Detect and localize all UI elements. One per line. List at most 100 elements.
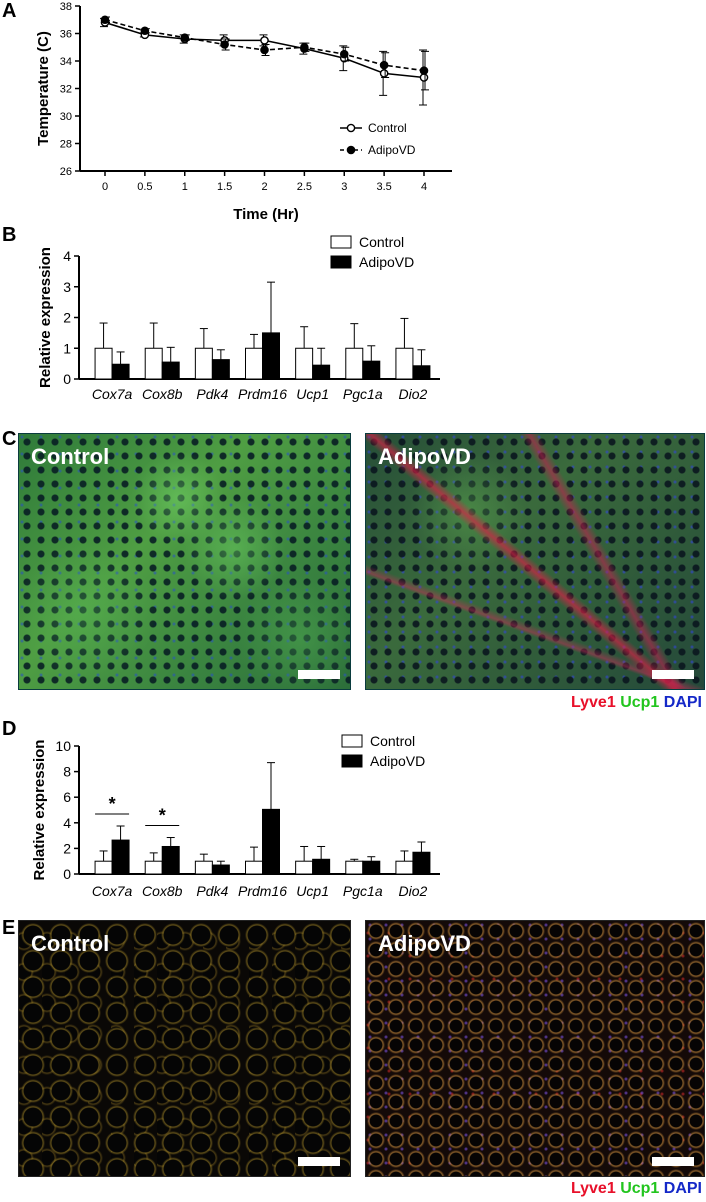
bar-adipovd: [312, 364, 331, 380]
data-point-control: [419, 73, 429, 82]
y-tick-label: 38: [60, 1, 72, 13]
y-tick-label: 30: [60, 111, 72, 123]
data-point-adipovd: [419, 66, 429, 75]
legend-label: Control: [359, 234, 404, 250]
micrograph-label: AdipoVD: [378, 444, 471, 469]
data-point-adipovd: [260, 45, 269, 55]
data-point-adipovd: [140, 26, 150, 36]
legend-swatch: [341, 734, 363, 748]
bar-control: [345, 347, 364, 380]
legend-label: AdipoVD: [368, 143, 416, 157]
data-point-adipovd: [339, 49, 349, 59]
micrograph-label: Control: [31, 444, 110, 469]
stain-ucp1: Ucp1: [620, 694, 660, 711]
y-tick-label: 4: [63, 815, 71, 831]
significance-star: *: [159, 806, 166, 826]
panel-label-c: C: [2, 428, 17, 450]
category-label: Ucp1: [296, 386, 329, 402]
scale-bar: [298, 670, 340, 679]
bar-adipovd: [362, 860, 381, 875]
stain-legend-e: Lyve1 Ucp1 DAPI: [571, 1180, 702, 1198]
scale-bar: [298, 1157, 340, 1166]
y-tick-label: 32: [60, 84, 72, 96]
category-label: Cox7a: [92, 386, 133, 402]
x-axis-label: Time (Hr): [233, 206, 299, 223]
x-tick-label: 1: [182, 181, 188, 193]
y-tick-label: 34: [60, 56, 72, 68]
bar-control: [345, 860, 364, 875]
bar-chart-expression-b: 0 1 2 3 4 Relative expression Cox7a Cox8b Pdk4 Pr…: [37, 234, 440, 402]
bar-adipovd: [262, 332, 280, 380]
category-label: Ucp1: [296, 883, 329, 899]
stain-dapi: DAPI: [663, 1180, 702, 1197]
x-tick-label: 1.5: [217, 181, 232, 193]
y-tick-label: 8: [63, 764, 71, 780]
scale-bar: [652, 1157, 694, 1166]
category-label: Pdk4: [196, 883, 228, 899]
data-point-adipovd: [100, 15, 110, 25]
series-line-adipovd: [104, 18, 425, 72]
category-label: Pdk4: [196, 386, 228, 402]
bar-control: [395, 860, 414, 875]
line-chart-temperature: 26 28 30 32 34 36 38 0 0.5 1 1.5 2 2.5 3 3.5 4 Time (Hr)…: [35, 1, 452, 223]
bar-adipovd: [412, 851, 431, 875]
legend-label: Control: [370, 733, 415, 749]
y-tick-label: 28: [60, 139, 72, 151]
legend-swatch: [341, 754, 363, 768]
category-label: Prdm16: [238, 883, 287, 899]
x-tick-label: 4: [421, 181, 427, 193]
data-point-control: [260, 36, 269, 45]
stain-legend-c: Lyve1 Ucp1 DAPI: [571, 694, 702, 712]
bar-control: [144, 347, 163, 380]
y-tick-label: 26: [60, 166, 72, 178]
x-tick-label: 0: [102, 181, 108, 193]
category-label: Cox7a: [92, 883, 133, 899]
category-label: Cox8b: [142, 883, 183, 899]
y-axis-label: Relative expression: [31, 740, 48, 881]
scale-bar: [652, 670, 694, 679]
bar-control: [245, 347, 263, 380]
panel-label-b: B: [2, 224, 17, 246]
data-point-adipovd: [379, 60, 389, 70]
y-axis-label: Relative expression: [37, 247, 54, 388]
y-tick-label: 2: [63, 310, 71, 326]
legend-swatch-marker: [346, 145, 356, 155]
y-tick-label: 1: [63, 340, 71, 356]
y-tick-label: 3: [63, 279, 71, 295]
stain-dapi: DAPI: [663, 694, 702, 711]
y-tick-label: 36: [60, 29, 72, 41]
bar-control: [94, 347, 113, 380]
legend-label: AdipoVD: [370, 753, 425, 769]
panel-label-e: E: [2, 917, 16, 939]
bar-adipovd: [111, 363, 130, 380]
y-tick-label: 10: [55, 738, 71, 754]
category-label: Pgc1a: [343, 883, 383, 899]
category-label: Dio2: [399, 386, 428, 402]
micrograph-adipovd-c: AdipoVD: [365, 433, 705, 690]
bar-chart-expression-d: 0 2 4 6 8 10 Relative expression Cox7a Cox8b Pdk4…: [31, 733, 440, 899]
bar-adipovd: [161, 361, 180, 380]
bar-control: [194, 860, 213, 875]
bar-control: [395, 347, 414, 380]
category-label: Prdm16: [238, 386, 287, 402]
stain-ucp1: Ucp1: [620, 1180, 660, 1197]
data-point-adipovd: [300, 42, 309, 52]
x-tick-label: 3.5: [376, 181, 391, 193]
bar-adipovd: [312, 858, 331, 875]
bar-control: [245, 860, 263, 875]
data-point-adipovd: [180, 33, 190, 42]
category-label: Cox8b: [142, 386, 183, 402]
y-tick-label: 0: [63, 866, 71, 882]
y-tick-label: 0: [63, 371, 71, 387]
bar-adipovd: [161, 845, 180, 875]
legend-swatch: [330, 235, 352, 249]
y-axis-label: Temperature (C): [35, 31, 52, 146]
micrograph-control-c: Control: [18, 433, 351, 690]
bar-adipovd: [362, 360, 381, 380]
legend-swatch-marker: [346, 123, 356, 133]
micrograph-adipovd-e: AdipoVD: [365, 920, 705, 1177]
stain-lyve1: Lyve1: [570, 1180, 616, 1197]
bar-adipovd: [111, 839, 130, 875]
category-label: Dio2: [399, 883, 428, 899]
y-tick-label: 6: [63, 789, 71, 805]
